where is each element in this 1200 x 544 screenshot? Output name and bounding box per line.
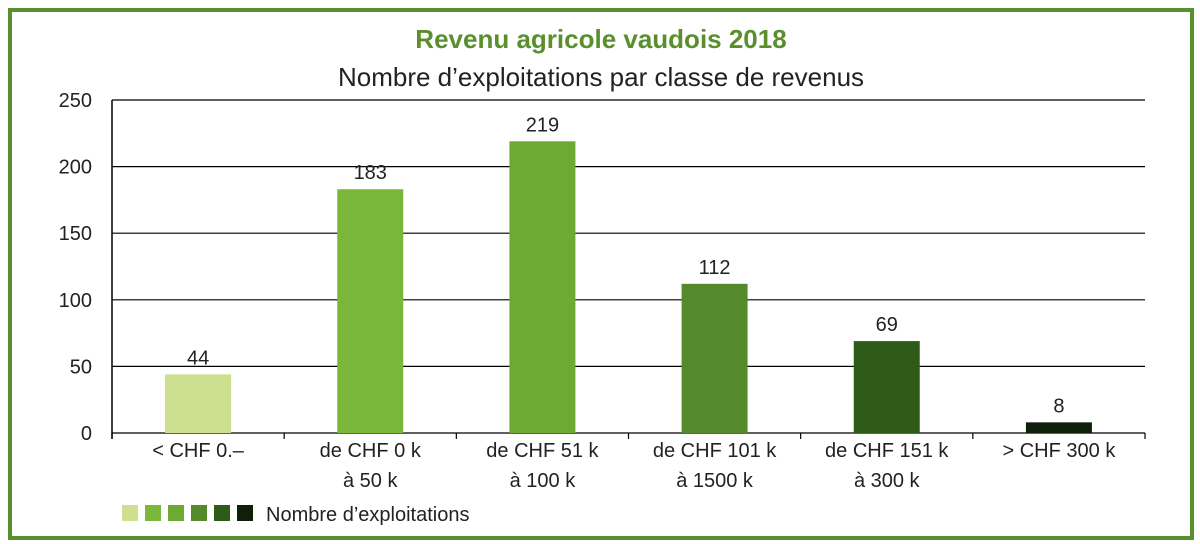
bar-4 — [853, 341, 920, 433]
category-label-4-0: de CHF 151 k — [825, 440, 949, 462]
category-label-0-0: < CHF 0.– — [152, 440, 245, 462]
bar-2 — [509, 141, 576, 434]
data-label-5: 8 — [1053, 395, 1064, 417]
legend-label: Nombre d’exploitations — [266, 504, 469, 526]
y-tick-label-150: 150 — [59, 223, 92, 245]
data-label-1: 183 — [354, 162, 387, 184]
legend-swatch-4 — [214, 505, 230, 521]
y-tick-label-0: 0 — [81, 423, 92, 445]
bar-5 — [1025, 422, 1092, 433]
y-tick-label-250: 250 — [59, 90, 92, 112]
legend-swatch-3 — [191, 505, 207, 521]
data-label-0: 44 — [187, 347, 209, 369]
bar-1 — [337, 189, 404, 433]
category-label-2-1: à 100 k — [510, 470, 577, 492]
y-tick-label-50: 50 — [70, 356, 92, 378]
data-label-2: 219 — [526, 114, 559, 136]
bar-3 — [681, 283, 748, 433]
chart-title: Revenu agricole vaudois 2018 — [415, 24, 787, 54]
category-label-1-0: de CHF 0 k — [320, 440, 422, 462]
category-label-5-0: > CHF 300 k — [1003, 440, 1117, 462]
chart-frame: Revenu agricole vaudois 2018 Nombre d’ex… — [8, 8, 1194, 540]
chart-subtitle: Nombre d’exploitations par classe de rev… — [337, 62, 865, 92]
data-label-4: 69 — [876, 314, 898, 336]
category-label-1-1: à 50 k — [343, 470, 398, 492]
data-label-3: 112 — [699, 257, 731, 279]
legend-swatch-2 — [168, 505, 184, 521]
y-tick-label-200: 200 — [59, 157, 92, 179]
category-label-3-1: à 1500 k — [676, 470, 754, 492]
legend-swatch-5 — [237, 505, 253, 521]
y-tick-label-100: 100 — [59, 290, 92, 312]
legend-swatch-1 — [145, 505, 161, 521]
legend-swatch-0 — [122, 505, 138, 521]
category-label-4-1: à 300 k — [854, 470, 921, 492]
category-label-3-0: de CHF 101 k — [653, 440, 777, 462]
category-label-2-0: de CHF 51 k — [486, 440, 599, 462]
bar-0 — [165, 374, 232, 433]
